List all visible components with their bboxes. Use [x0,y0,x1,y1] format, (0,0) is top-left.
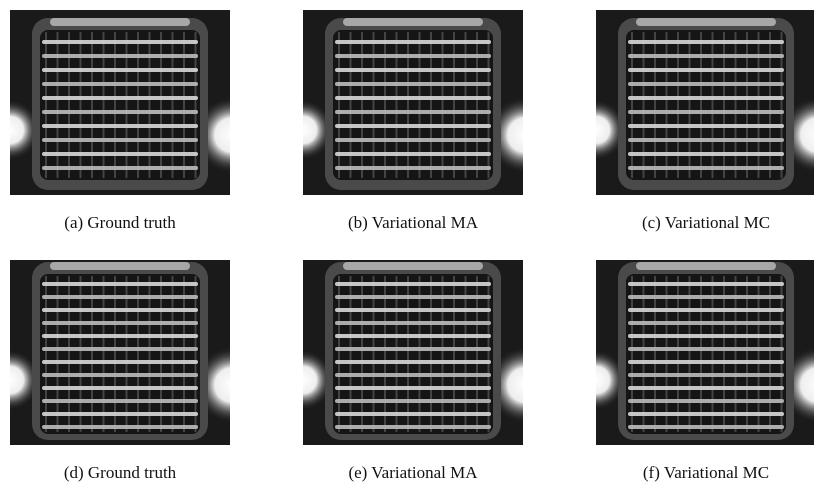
panel: (a) Ground truth [10,10,230,233]
caption: (d) Ground truth [10,463,230,483]
figure: (a) Ground truth (b) Variational MA (c) Va… [0,0,814,480]
caption: (b) Variational MA [303,213,523,233]
panel: (e) Variational MA [303,260,523,483]
caption: (e) Variational MA [303,463,523,483]
panel: (f) Variational MC [596,260,814,483]
panel: (c) Variational MC [596,10,814,233]
grille-image [303,10,523,195]
caption: (c) Variational MC [596,213,814,233]
panel: (b) Variational MA [303,10,523,233]
grille-image [596,260,814,445]
grille-image [303,260,523,445]
grille-image [10,260,230,445]
grille-image [596,10,814,195]
caption: (a) Ground truth [10,213,230,233]
grille-image [10,10,230,195]
panel: (d) Ground truth [10,260,230,483]
caption: (f) Variational MC [596,463,814,483]
